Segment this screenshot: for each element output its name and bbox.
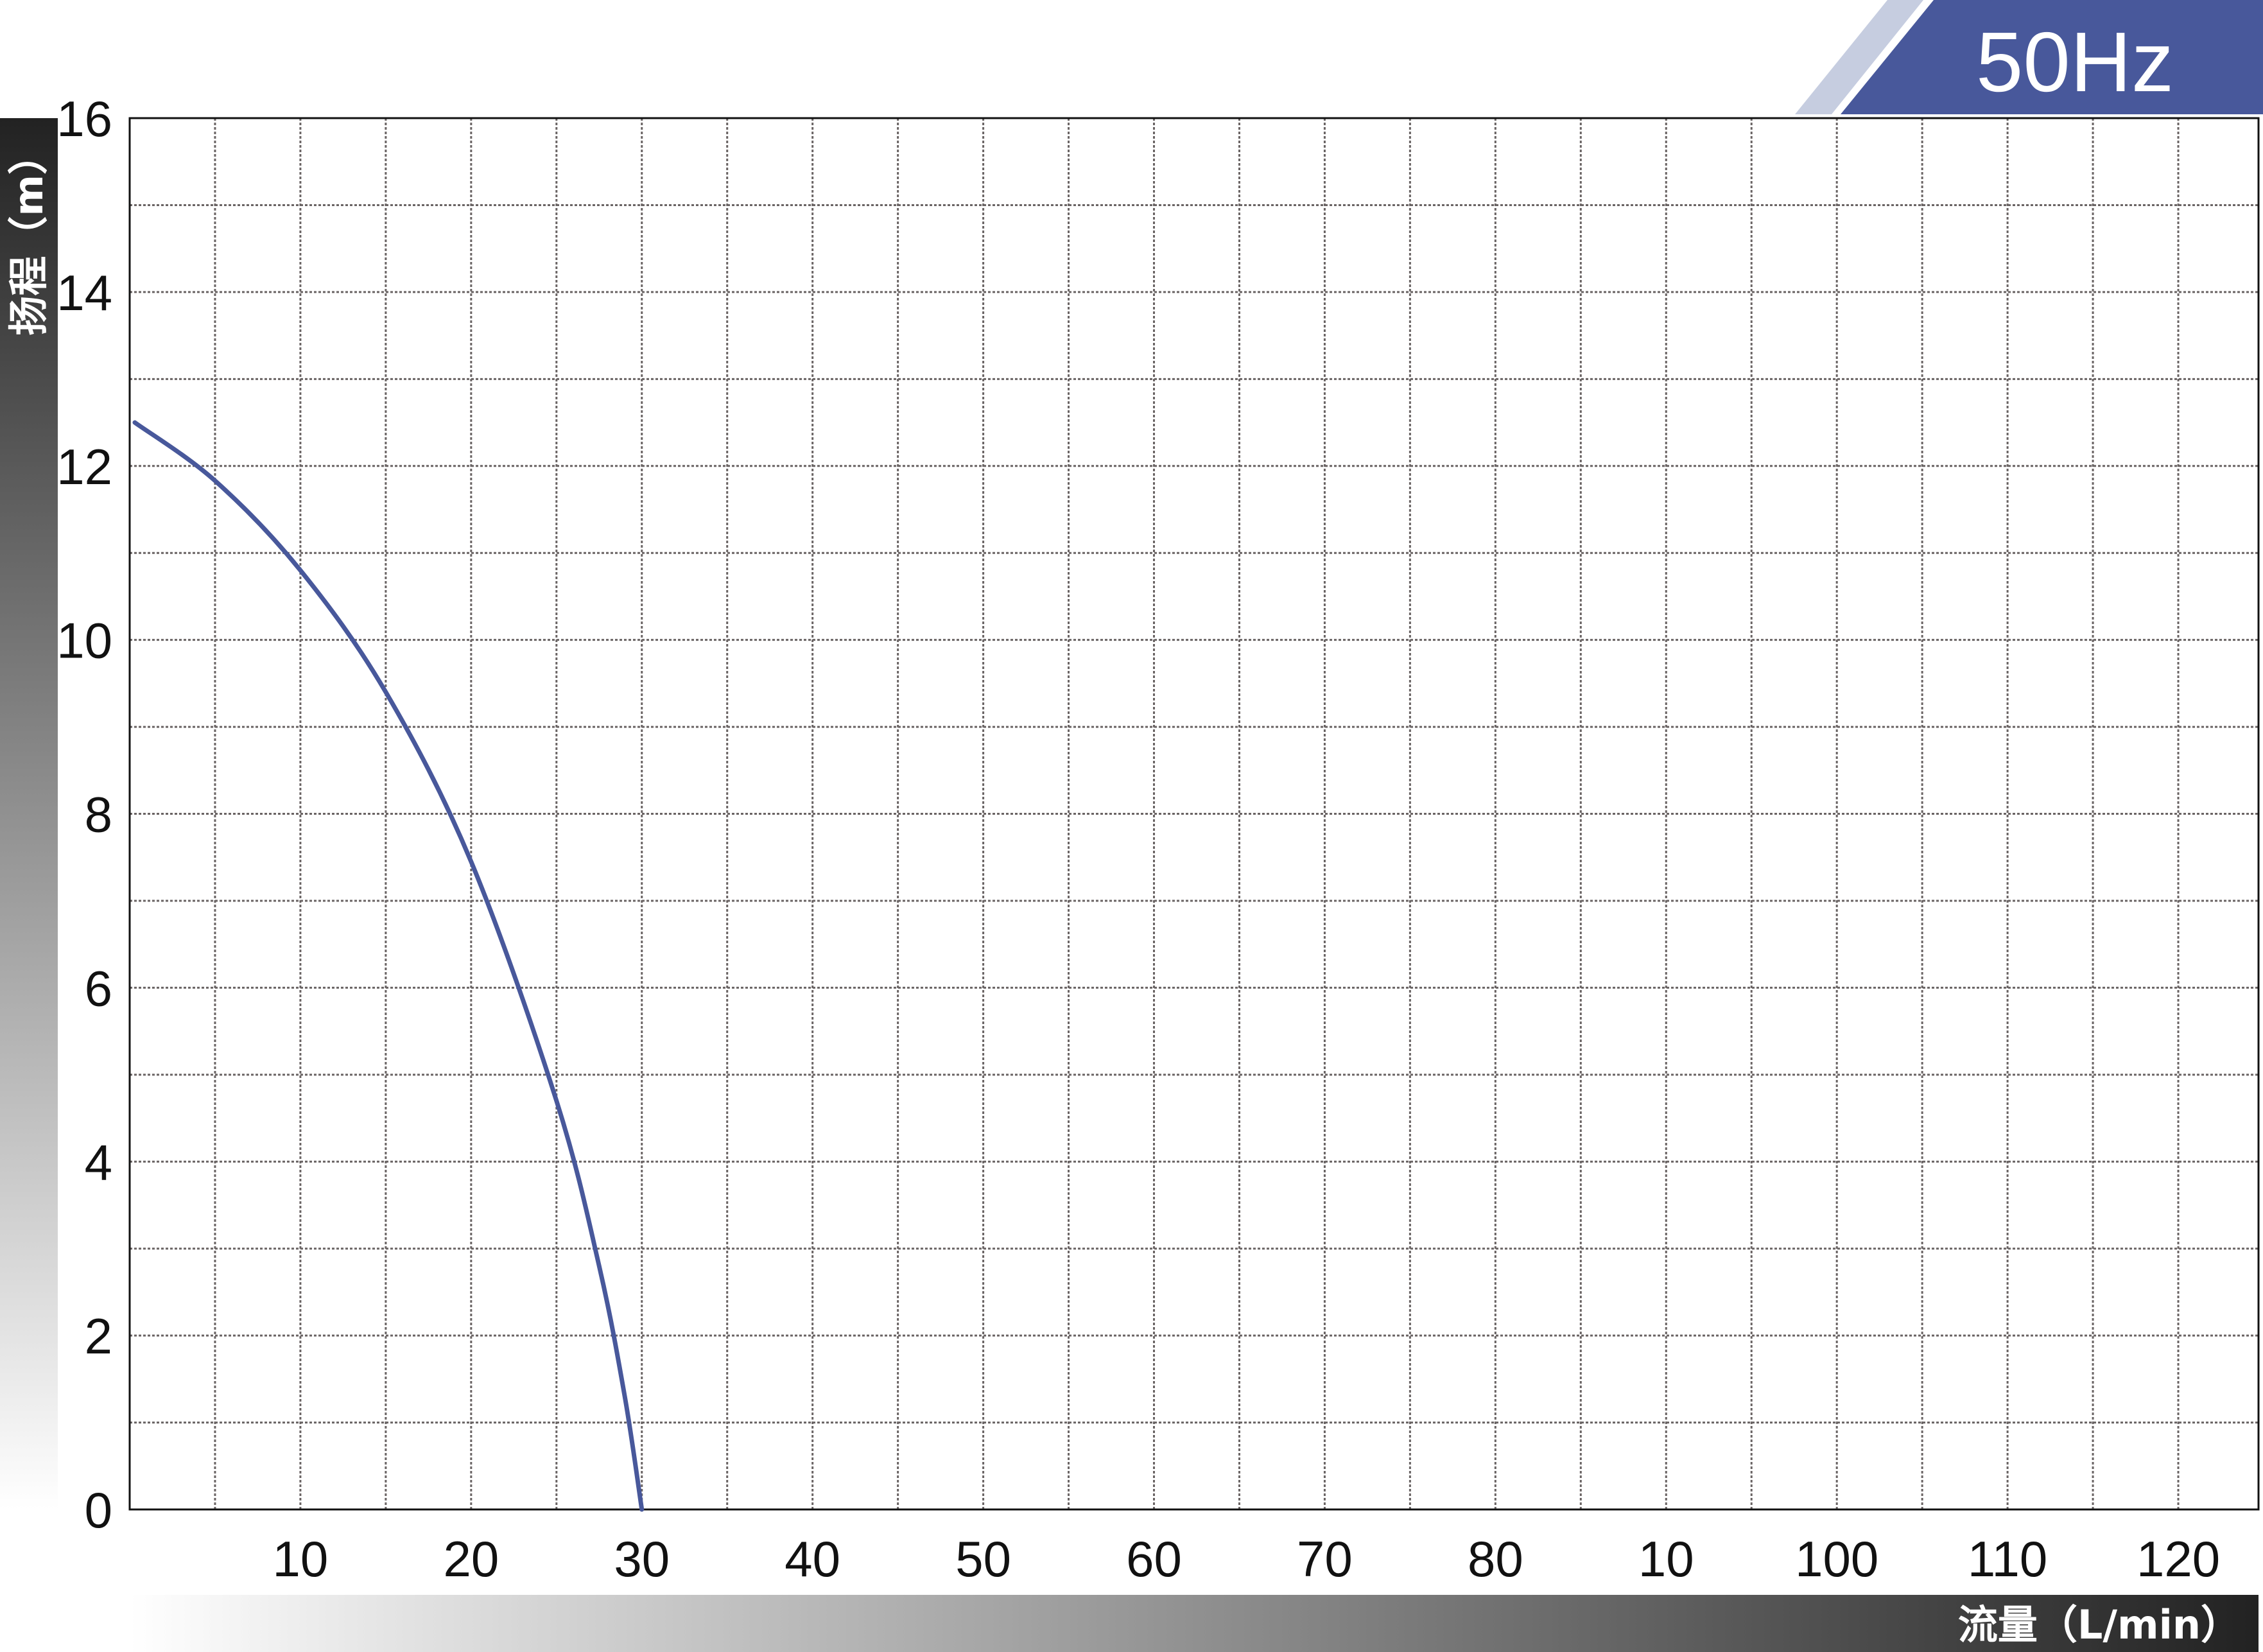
y-tick-label: 4 [85, 1134, 112, 1190]
x-tick-label: 120 [2137, 1531, 2220, 1587]
x-tick-label: 10 [1638, 1531, 1694, 1587]
x-tick-label: 60 [1126, 1531, 1182, 1587]
y-axis-title-bar [0, 118, 58, 1509]
y-tick-label: 12 [56, 439, 112, 495]
x-tick-label: 50 [955, 1531, 1011, 1587]
x-tick-label: 40 [785, 1531, 840, 1587]
x-tick-label: 80 [1468, 1531, 1523, 1587]
y-tick-label: 14 [56, 265, 112, 321]
y-tick-label: 8 [85, 787, 112, 843]
x-tick-label: 30 [614, 1531, 670, 1587]
frequency-badge-label: 50Hz [1976, 15, 2174, 109]
y-axis-title: 扬程（m） [5, 135, 52, 336]
y-tick-label: 16 [56, 91, 112, 147]
head-flow-curve [132, 420, 645, 1512]
x-tick-label: 70 [1297, 1531, 1353, 1587]
y-tick-label: 0 [85, 1482, 112, 1538]
plot-border [128, 117, 2260, 1511]
x-tick-label: 20 [443, 1531, 499, 1587]
x-tick-label: 100 [1795, 1531, 1878, 1587]
badge-accent-stripe [1795, 0, 1923, 114]
y-tick-label: 2 [85, 1308, 112, 1364]
y-tick-label: 6 [85, 960, 112, 1016]
x-tick-label: 110 [1968, 1531, 2047, 1587]
frequency-badge [1841, 0, 2263, 114]
x-axis-title-bar [130, 1595, 2259, 1652]
y-tick-label: 10 [56, 613, 112, 669]
x-tick-label: 10 [273, 1531, 329, 1587]
tick-labels: 10 20 30 40 50 60 70 80 10 100 110 120 0 2 4 6 8 10 12 14 16 [56, 91, 2220, 1587]
x-axis-title: 流量（L/min） [1958, 1601, 2241, 1648]
